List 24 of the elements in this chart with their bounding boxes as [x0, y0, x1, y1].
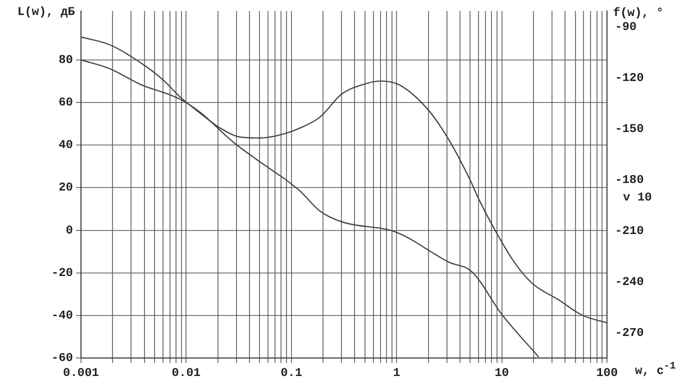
y2-tick-label: -90 [615, 20, 637, 34]
y2-tick-label: -270 [615, 326, 644, 340]
y-tick-label: -20 [51, 266, 73, 280]
x-tick-label: 0.001 [62, 366, 100, 380]
x-tick-label: 0.1 [280, 366, 302, 380]
y2-tick-label: -150 [615, 122, 644, 136]
y-axis-title: L(w), дБ [17, 5, 75, 20]
y-tick-label: 40 [58, 138, 73, 152]
y-tick-label: 0 [66, 223, 73, 238]
x-tick-label: 0.01 [172, 366, 201, 380]
x-tick-label: 100 [596, 366, 618, 380]
y2-tick-label: -120 [615, 71, 644, 85]
x-tick-label: 10 [494, 366, 510, 380]
y-tick-label: -60 [51, 351, 73, 366]
y-tick-label: 80 [58, 52, 73, 67]
y-tick-label: -40 [51, 308, 73, 322]
text: v 10 [623, 190, 652, 205]
y-tick-label: 60 [58, 96, 73, 110]
y2-axis-title: f(w), ° [613, 6, 664, 20]
y2-tick-label: -180 [615, 173, 644, 188]
y-tick-label: 20 [58, 180, 73, 195]
x-tick-label: 1 [393, 366, 400, 380]
y2-tick-label: -240 [615, 275, 644, 290]
y2-tick-label: -210 [615, 224, 644, 238]
